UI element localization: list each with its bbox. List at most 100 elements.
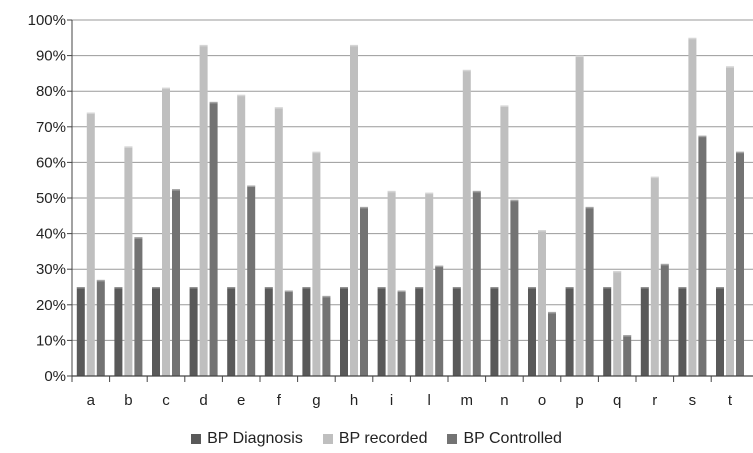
- bar: [660, 263, 669, 376]
- bar: [302, 287, 311, 376]
- bar: [538, 230, 546, 376]
- bar-top: [736, 151, 744, 154]
- legend-swatch-bp-recorded: [322, 434, 333, 444]
- bar-top: [124, 146, 133, 148]
- bar: [472, 190, 481, 376]
- bar-top: [528, 287, 536, 289]
- x-tick-label: e: [237, 392, 245, 409]
- gridlines: [72, 19, 753, 377]
- y-tick-label: 20%: [36, 297, 66, 314]
- y-tick-label: 100%: [28, 12, 66, 29]
- bar: [452, 287, 461, 376]
- x-tick-label: a: [87, 392, 96, 409]
- bar-top: [500, 105, 509, 107]
- y-tick-label: 40%: [36, 226, 66, 243]
- bar-top: [538, 230, 546, 232]
- bar-top: [152, 287, 160, 289]
- bar: [640, 287, 649, 376]
- bar: [425, 192, 434, 376]
- bar: [227, 287, 236, 376]
- x-tick-label: f: [277, 392, 282, 409]
- bar-top: [172, 189, 180, 191]
- bar: [678, 287, 687, 376]
- bar: [199, 44, 208, 377]
- bar: [575, 55, 584, 376]
- bar-top: [209, 101, 218, 104]
- bar-top: [462, 69, 471, 72]
- bar: [274, 107, 283, 376]
- y-tick-label: 30%: [36, 261, 66, 278]
- y-tick-label: 70%: [36, 119, 66, 136]
- bar-top: [302, 287, 311, 289]
- bar: [415, 287, 424, 376]
- y-tick-label: 10%: [36, 332, 66, 349]
- legend: BP Diagnosis BP recorded BP Controlled: [0, 428, 753, 450]
- bar: [209, 101, 218, 376]
- bar: [387, 190, 396, 376]
- bar-top: [397, 290, 406, 293]
- bar-top: [435, 265, 444, 268]
- bar: [162, 87, 170, 376]
- bar: [603, 287, 612, 376]
- bar-top: [227, 287, 236, 289]
- bar: [189, 287, 198, 376]
- bar: [247, 185, 256, 376]
- bar-top: [650, 176, 659, 179]
- bar-top: [660, 263, 669, 266]
- bar: [688, 37, 697, 377]
- bar-top: [688, 37, 697, 40]
- bar: [650, 176, 659, 376]
- bar-top: [472, 190, 481, 193]
- x-tick-label: g: [312, 392, 320, 409]
- x-tick-label: c: [162, 392, 170, 409]
- bar-top: [640, 287, 649, 289]
- bar: [264, 287, 273, 376]
- x-tick-label: n: [500, 392, 508, 409]
- x-tick-label: q: [613, 392, 621, 409]
- legend-item-bp-diagnosis: BP Diagnosis: [191, 430, 303, 448]
- bar-top: [237, 94, 246, 97]
- legend-label: BP recorded: [338, 430, 428, 447]
- bar-top: [452, 287, 461, 289]
- bar-top: [603, 287, 612, 289]
- x-tick-label: p: [575, 392, 583, 409]
- bar: [397, 290, 406, 376]
- bar-top: [678, 287, 687, 289]
- bar-top: [585, 206, 594, 209]
- bar-top: [425, 192, 434, 195]
- bar-top: [274, 107, 283, 109]
- bar: [312, 151, 321, 376]
- bar: [237, 94, 246, 376]
- x-tick-label: l: [428, 392, 431, 409]
- bar: [716, 287, 724, 376]
- y-tick-label: 50%: [36, 190, 66, 207]
- bar-top: [199, 44, 208, 47]
- bar: [360, 206, 368, 376]
- x-tick-label: m: [461, 392, 474, 409]
- bar: [528, 287, 536, 376]
- bar-top: [575, 55, 584, 58]
- bar-top: [162, 87, 170, 90]
- bar-top: [613, 270, 622, 273]
- bar: [350, 44, 358, 377]
- bar: [585, 206, 594, 376]
- y-tick-label: 0%: [44, 368, 66, 385]
- bar-top: [247, 185, 256, 188]
- bar-top: [350, 44, 358, 47]
- x-tick-label: s: [689, 392, 697, 409]
- bar: [340, 287, 348, 376]
- x-tick-label: r: [652, 392, 657, 409]
- legend-item-bp-controlled: BP Controlled: [447, 430, 562, 448]
- bar: [698, 135, 707, 376]
- bar-top: [490, 287, 499, 289]
- bar-top: [96, 279, 105, 282]
- bar: [152, 287, 160, 376]
- bar-top: [698, 135, 707, 138]
- bar-top: [312, 151, 321, 154]
- bar: [76, 287, 85, 376]
- bar-top: [510, 199, 519, 202]
- bar-top: [340, 287, 348, 289]
- legend-swatch-bp-controlled: [447, 434, 458, 444]
